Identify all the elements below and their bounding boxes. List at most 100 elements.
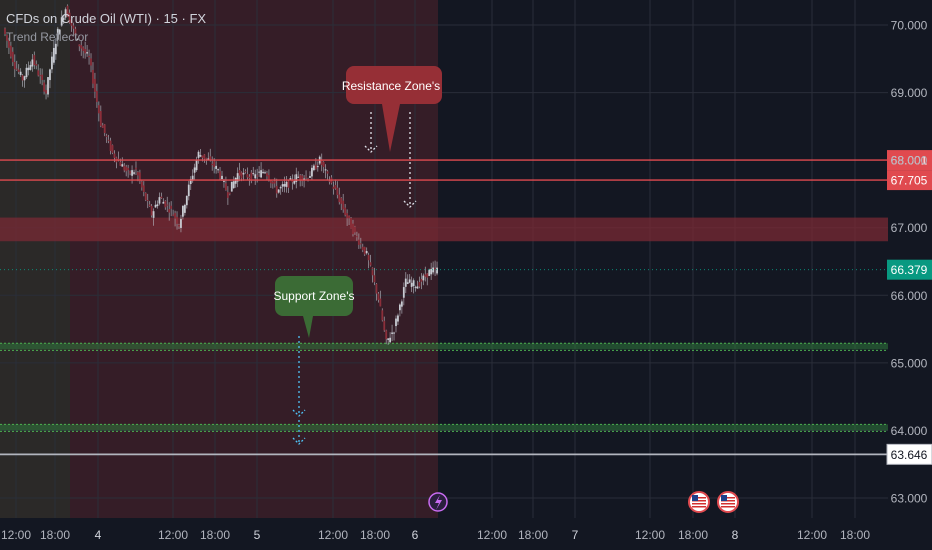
candle[interactable] <box>271 181 274 184</box>
candle[interactable] <box>51 56 53 70</box>
candle[interactable] <box>166 204 169 206</box>
candle[interactable] <box>39 75 42 77</box>
candle[interactable] <box>47 77 49 95</box>
candle[interactable] <box>305 176 307 178</box>
candle[interactable] <box>207 158 210 160</box>
candle[interactable] <box>182 205 184 217</box>
candle[interactable] <box>426 273 429 278</box>
candle[interactable] <box>152 211 155 218</box>
candle[interactable] <box>383 320 386 331</box>
candle[interactable] <box>299 175 302 180</box>
candle[interactable] <box>367 254 370 261</box>
candle[interactable] <box>213 161 216 167</box>
candle[interactable] <box>74 28 77 36</box>
candle[interactable] <box>254 174 257 179</box>
candle[interactable] <box>49 69 51 81</box>
candle[interactable] <box>172 214 175 216</box>
candle[interactable] <box>92 69 94 84</box>
candle[interactable] <box>21 75 24 81</box>
candle[interactable] <box>164 200 167 208</box>
candle[interactable] <box>62 17 65 20</box>
candle[interactable] <box>201 155 204 158</box>
candle[interactable] <box>160 196 163 199</box>
candle[interactable] <box>314 164 317 170</box>
candle[interactable] <box>322 161 325 168</box>
candle[interactable] <box>183 204 186 213</box>
event-icons[interactable] <box>428 491 739 513</box>
candle[interactable] <box>244 171 247 173</box>
candle[interactable] <box>109 140 112 151</box>
candle[interactable] <box>336 187 339 196</box>
candle[interactable] <box>90 58 92 66</box>
candle[interactable] <box>223 180 225 182</box>
candle[interactable] <box>105 135 108 137</box>
candle[interactable] <box>148 204 151 207</box>
candle[interactable] <box>33 55 36 66</box>
candle[interactable] <box>156 204 159 207</box>
candle[interactable] <box>240 172 243 179</box>
candle[interactable] <box>283 184 286 187</box>
candle[interactable] <box>406 282 409 284</box>
candle[interactable] <box>410 282 413 287</box>
candle[interactable] <box>225 183 227 191</box>
candle[interactable] <box>11 51 14 63</box>
candle[interactable] <box>385 330 388 340</box>
candle[interactable] <box>43 82 45 92</box>
candle[interactable] <box>170 205 173 209</box>
candle[interactable] <box>215 165 218 169</box>
candle[interactable] <box>23 76 26 81</box>
candle[interactable] <box>137 172 139 176</box>
candle[interactable] <box>25 67 28 78</box>
candle[interactable] <box>140 181 143 188</box>
candle[interactable] <box>279 187 282 189</box>
candle[interactable] <box>260 170 262 178</box>
candle[interactable] <box>418 282 421 287</box>
candle[interactable] <box>395 318 397 327</box>
candle[interactable] <box>185 196 188 206</box>
candle[interactable] <box>19 71 22 75</box>
candle[interactable] <box>422 275 425 281</box>
candle[interactable] <box>340 197 343 204</box>
candle[interactable] <box>273 181 276 184</box>
candle[interactable] <box>338 194 341 203</box>
candle[interactable] <box>217 169 219 171</box>
candle[interactable] <box>27 67 30 71</box>
candle[interactable] <box>285 181 288 187</box>
candle[interactable] <box>365 251 368 254</box>
candle[interactable] <box>95 90 98 103</box>
candle[interactable] <box>133 172 135 174</box>
candle[interactable] <box>76 38 79 40</box>
resistance-callout[interactable] <box>346 66 442 152</box>
candle[interactable] <box>363 247 366 255</box>
candle[interactable] <box>420 279 423 282</box>
candle[interactable] <box>203 154 206 159</box>
price-label-box[interactable] <box>887 150 932 171</box>
candle[interactable] <box>56 28 59 40</box>
candle[interactable] <box>361 246 364 251</box>
candle[interactable] <box>138 172 141 182</box>
candle[interactable] <box>176 216 178 224</box>
candle[interactable] <box>146 199 149 201</box>
candle[interactable] <box>162 201 165 204</box>
candle[interactable] <box>412 280 415 286</box>
horizontal-levels[interactable]: 68.001 67.705 66.379 63.646 <box>0 150 932 465</box>
candle[interactable] <box>54 43 57 55</box>
candle[interactable] <box>234 177 237 184</box>
candle[interactable] <box>41 74 44 81</box>
candle[interactable] <box>127 167 130 171</box>
candle[interactable] <box>373 275 376 283</box>
candle[interactable] <box>348 215 350 219</box>
candle[interactable] <box>8 40 10 48</box>
candle[interactable] <box>195 160 198 171</box>
candle[interactable] <box>52 47 55 63</box>
candle[interactable] <box>291 179 294 183</box>
candle[interactable] <box>301 175 304 182</box>
candle[interactable] <box>103 124 106 134</box>
candle[interactable] <box>269 180 272 184</box>
candle[interactable] <box>9 45 12 57</box>
candle[interactable] <box>193 167 196 173</box>
candle[interactable] <box>424 274 427 277</box>
candle[interactable] <box>209 156 212 160</box>
candle[interactable] <box>350 217 352 229</box>
candle[interactable] <box>58 29 61 35</box>
